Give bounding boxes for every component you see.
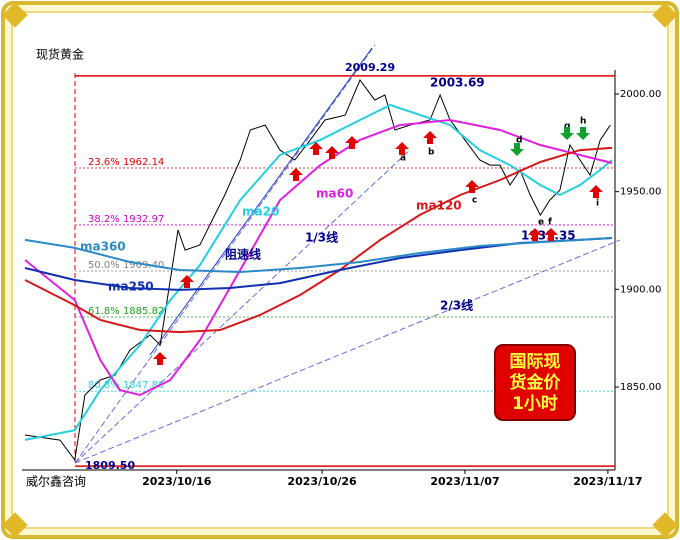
series-line xyxy=(24,237,613,274)
y-tick-label: 1850.00 xyxy=(620,382,661,393)
series-label: ma120 xyxy=(416,199,462,213)
annotation: 阻速线 xyxy=(225,247,261,262)
annotation: g xyxy=(564,122,570,132)
annotation: 2003.69 xyxy=(430,76,485,90)
source: 威尔鑫咨询 xyxy=(26,474,86,489)
x-tick-label: 2023/11/07 xyxy=(430,475,499,488)
level-label: 1809.50 xyxy=(85,459,135,472)
ornament xyxy=(652,512,678,538)
fib-label: 80.8% 1847.86 xyxy=(88,380,164,391)
fib-label: 61.8% 1885.82 xyxy=(88,306,164,317)
annotation: d xyxy=(516,136,522,146)
down-arrows xyxy=(510,127,590,156)
up-arrows xyxy=(153,131,603,365)
info-box-line: 货金价 xyxy=(510,372,562,393)
arrow xyxy=(345,136,359,149)
arrow xyxy=(544,228,558,241)
arrow xyxy=(309,142,323,155)
annotation: c xyxy=(472,196,477,206)
arrow xyxy=(589,185,603,198)
x-tick-label: 2023/11/17 xyxy=(573,475,642,488)
chart-title: 现货黄金 xyxy=(36,47,84,62)
arrow xyxy=(289,168,303,181)
arrow xyxy=(423,131,437,144)
arrow xyxy=(325,146,339,159)
arrow xyxy=(153,352,167,365)
x-tick-label: 2023/10/26 xyxy=(287,475,357,488)
x-tick-label: 2023/10/16 xyxy=(142,475,212,488)
info-box xyxy=(494,344,576,421)
y-tick-label: 1900.00 xyxy=(620,284,661,295)
series-label: ma60 xyxy=(316,187,353,201)
fib-label: 50.0% 1909.40 xyxy=(88,260,164,271)
series-line xyxy=(24,118,613,397)
trend-line xyxy=(149,47,373,356)
annotation: 2/3线 xyxy=(440,298,473,313)
arrow xyxy=(576,127,590,140)
arrow xyxy=(395,142,409,155)
series-line xyxy=(24,78,611,462)
series-line xyxy=(24,146,613,334)
plot: 1850.00 1900.00 1950.00 2000.00 2023/10/16 20… xyxy=(24,61,661,488)
annotation: h xyxy=(580,117,586,127)
annotation: b xyxy=(428,148,435,158)
annotation: a xyxy=(400,154,406,164)
y-tick-label: 1950.00 xyxy=(620,187,661,198)
fib-label: 38.2% 1932.97 xyxy=(88,214,164,225)
annotation: e xyxy=(538,218,544,228)
series-label: ma360 xyxy=(80,240,126,254)
info-box-line: 1小时 xyxy=(512,394,558,414)
series-label: ma20 xyxy=(242,205,279,219)
arrow xyxy=(528,228,542,241)
arrows xyxy=(153,127,603,365)
annotation: i xyxy=(596,199,599,209)
trend-line xyxy=(74,44,376,464)
fib-label: 23.6% 1962.14 xyxy=(88,157,164,168)
trend-lines xyxy=(74,44,621,464)
arrow xyxy=(465,180,479,193)
y-tick-label: 2000.00 xyxy=(620,89,661,100)
arrow xyxy=(560,127,574,140)
info-box-line: 国际现 xyxy=(510,352,561,372)
arrow xyxy=(180,275,194,288)
annotation: f xyxy=(548,218,552,228)
trend-line xyxy=(74,239,621,464)
series-label: ma250 xyxy=(108,280,154,294)
ornament xyxy=(652,2,678,28)
level-label: 2009.29 xyxy=(345,61,395,74)
series-line xyxy=(24,103,613,441)
ornament xyxy=(2,512,28,538)
trend-line xyxy=(74,149,411,464)
annotation: 1/3线 xyxy=(305,230,338,245)
arrow xyxy=(510,143,524,156)
